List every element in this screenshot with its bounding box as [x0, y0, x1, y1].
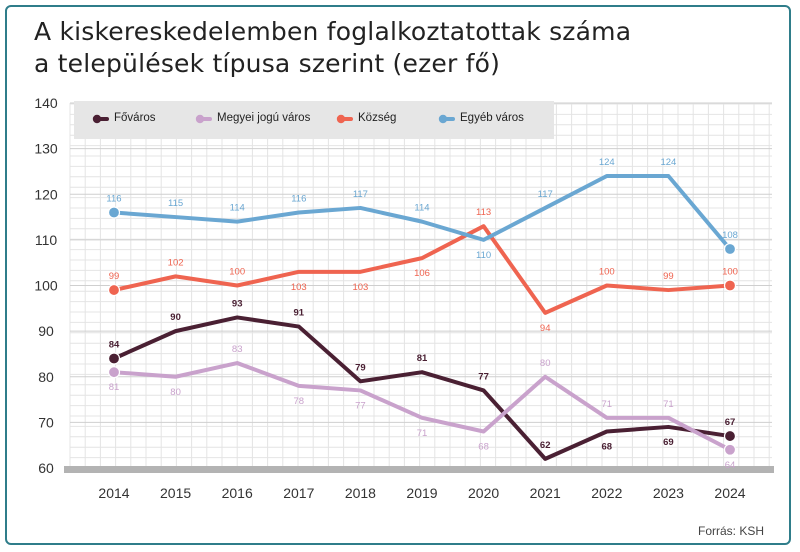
y-tick-label: 70 [38, 414, 54, 430]
data-label: 113 [476, 207, 491, 218]
series-endpoint-marker [107, 366, 121, 379]
chart-title-line2: a települések típusa szerint (ezer fő) [34, 49, 501, 78]
series-line [112, 224, 732, 315]
series-endpoint-marker [723, 279, 737, 292]
data-label: 69 [663, 437, 674, 448]
data-label: 78 [294, 396, 305, 407]
data-label: 110 [476, 250, 491, 261]
x-tick-label: 2020 [468, 485, 499, 501]
y-tick-label: 110 [35, 232, 58, 248]
data-label: 115 [168, 198, 183, 209]
data-label: 71 [663, 399, 674, 410]
data-label: 62 [540, 440, 551, 451]
data-label: 114 [414, 203, 429, 214]
legend-swatch-marker [336, 114, 346, 124]
x-tick-label: 2024 [714, 485, 745, 501]
series-endpoint-marker [107, 206, 121, 219]
data-label: 81 [109, 382, 120, 393]
data-label: 79 [355, 362, 366, 373]
x-tick-label: 2017 [283, 485, 314, 501]
data-label: 93 [232, 298, 243, 309]
y-tick-label: 140 [34, 95, 58, 111]
data-label: 116 [106, 194, 121, 205]
data-label: 67 [725, 417, 736, 428]
data-label: 77 [355, 400, 366, 411]
data-label: 90 [170, 312, 181, 323]
series-endpoint-marker [107, 283, 121, 297]
legend-entry-label: Egyéb város [460, 112, 524, 124]
x-tick-label: 2021 [530, 485, 561, 501]
data-label: 99 [109, 271, 120, 282]
x-tick-label: 2023 [653, 485, 684, 501]
data-label: 100 [599, 267, 615, 278]
y-tick-label: 100 [34, 278, 58, 294]
data-label: 81 [417, 353, 428, 364]
data-label: 102 [168, 257, 184, 268]
x-tick-label: 2015 [160, 485, 191, 501]
data-label: 124 [660, 157, 676, 168]
data-label: 80 [170, 387, 181, 398]
x-tick-label: 2016 [222, 485, 253, 501]
series-line [112, 361, 732, 452]
legend-swatch-marker [195, 114, 205, 124]
y-tick-label: 90 [38, 323, 54, 339]
series-endpoint-marker [723, 443, 737, 456]
data-label: 100 [722, 267, 738, 278]
data-label: 108 [722, 230, 738, 241]
data-label: 114 [230, 203, 245, 214]
y-tick-label: 80 [38, 369, 54, 385]
legend-swatch-marker [92, 114, 102, 124]
data-label: 68 [602, 442, 613, 453]
legend-entry-label: Főváros [114, 112, 156, 124]
data-label: 84 [109, 340, 120, 351]
x-tick-label: 2018 [345, 485, 376, 501]
x-axis-band [64, 466, 774, 473]
data-label: 91 [294, 308, 305, 319]
legend-entry-label: Megyei jogú város [217, 112, 311, 124]
data-label: 99 [663, 271, 674, 282]
chart-title-line1: A kiskereskedelemben foglalkoztatottak s… [34, 17, 632, 46]
series-endpoint-marker [107, 352, 121, 365]
data-label: 71 [417, 428, 428, 439]
legend-entry-label: Község [358, 112, 396, 124]
data-label: 106 [414, 268, 430, 279]
data-label: 77 [478, 371, 489, 382]
chart-title: A kiskereskedelemben foglalkoztatottak s… [34, 16, 631, 80]
y-tick-label: 60 [38, 460, 54, 476]
series-line [112, 174, 732, 251]
x-tick-label: 2014 [98, 485, 129, 501]
data-label: 100 [229, 267, 245, 278]
data-label: 103 [352, 282, 368, 293]
data-label: 117 [538, 189, 553, 200]
series-line [112, 315, 732, 461]
x-tick-label: 2022 [591, 485, 622, 501]
series-endpoint-marker [723, 429, 737, 443]
data-label: 71 [602, 399, 613, 410]
data-label: 64 [725, 460, 736, 471]
legend-box [74, 101, 554, 139]
legend-swatch-marker [438, 114, 448, 124]
x-tick-label: 2019 [406, 485, 437, 501]
data-label: 124 [599, 157, 615, 168]
data-label: 116 [291, 194, 306, 205]
series-endpoint-marker [723, 242, 737, 256]
data-label: 103 [291, 282, 307, 293]
data-label: 68 [478, 442, 489, 453]
data-label: 80 [540, 358, 551, 369]
data-label: 117 [353, 189, 368, 200]
y-tick-label: 120 [34, 186, 58, 202]
source-note: Forrás: KSH [697, 524, 764, 538]
data-label: 83 [232, 344, 243, 355]
data-label: 94 [540, 323, 551, 334]
y-tick-label: 130 [34, 141, 58, 157]
chart-frame [5, 5, 791, 545]
